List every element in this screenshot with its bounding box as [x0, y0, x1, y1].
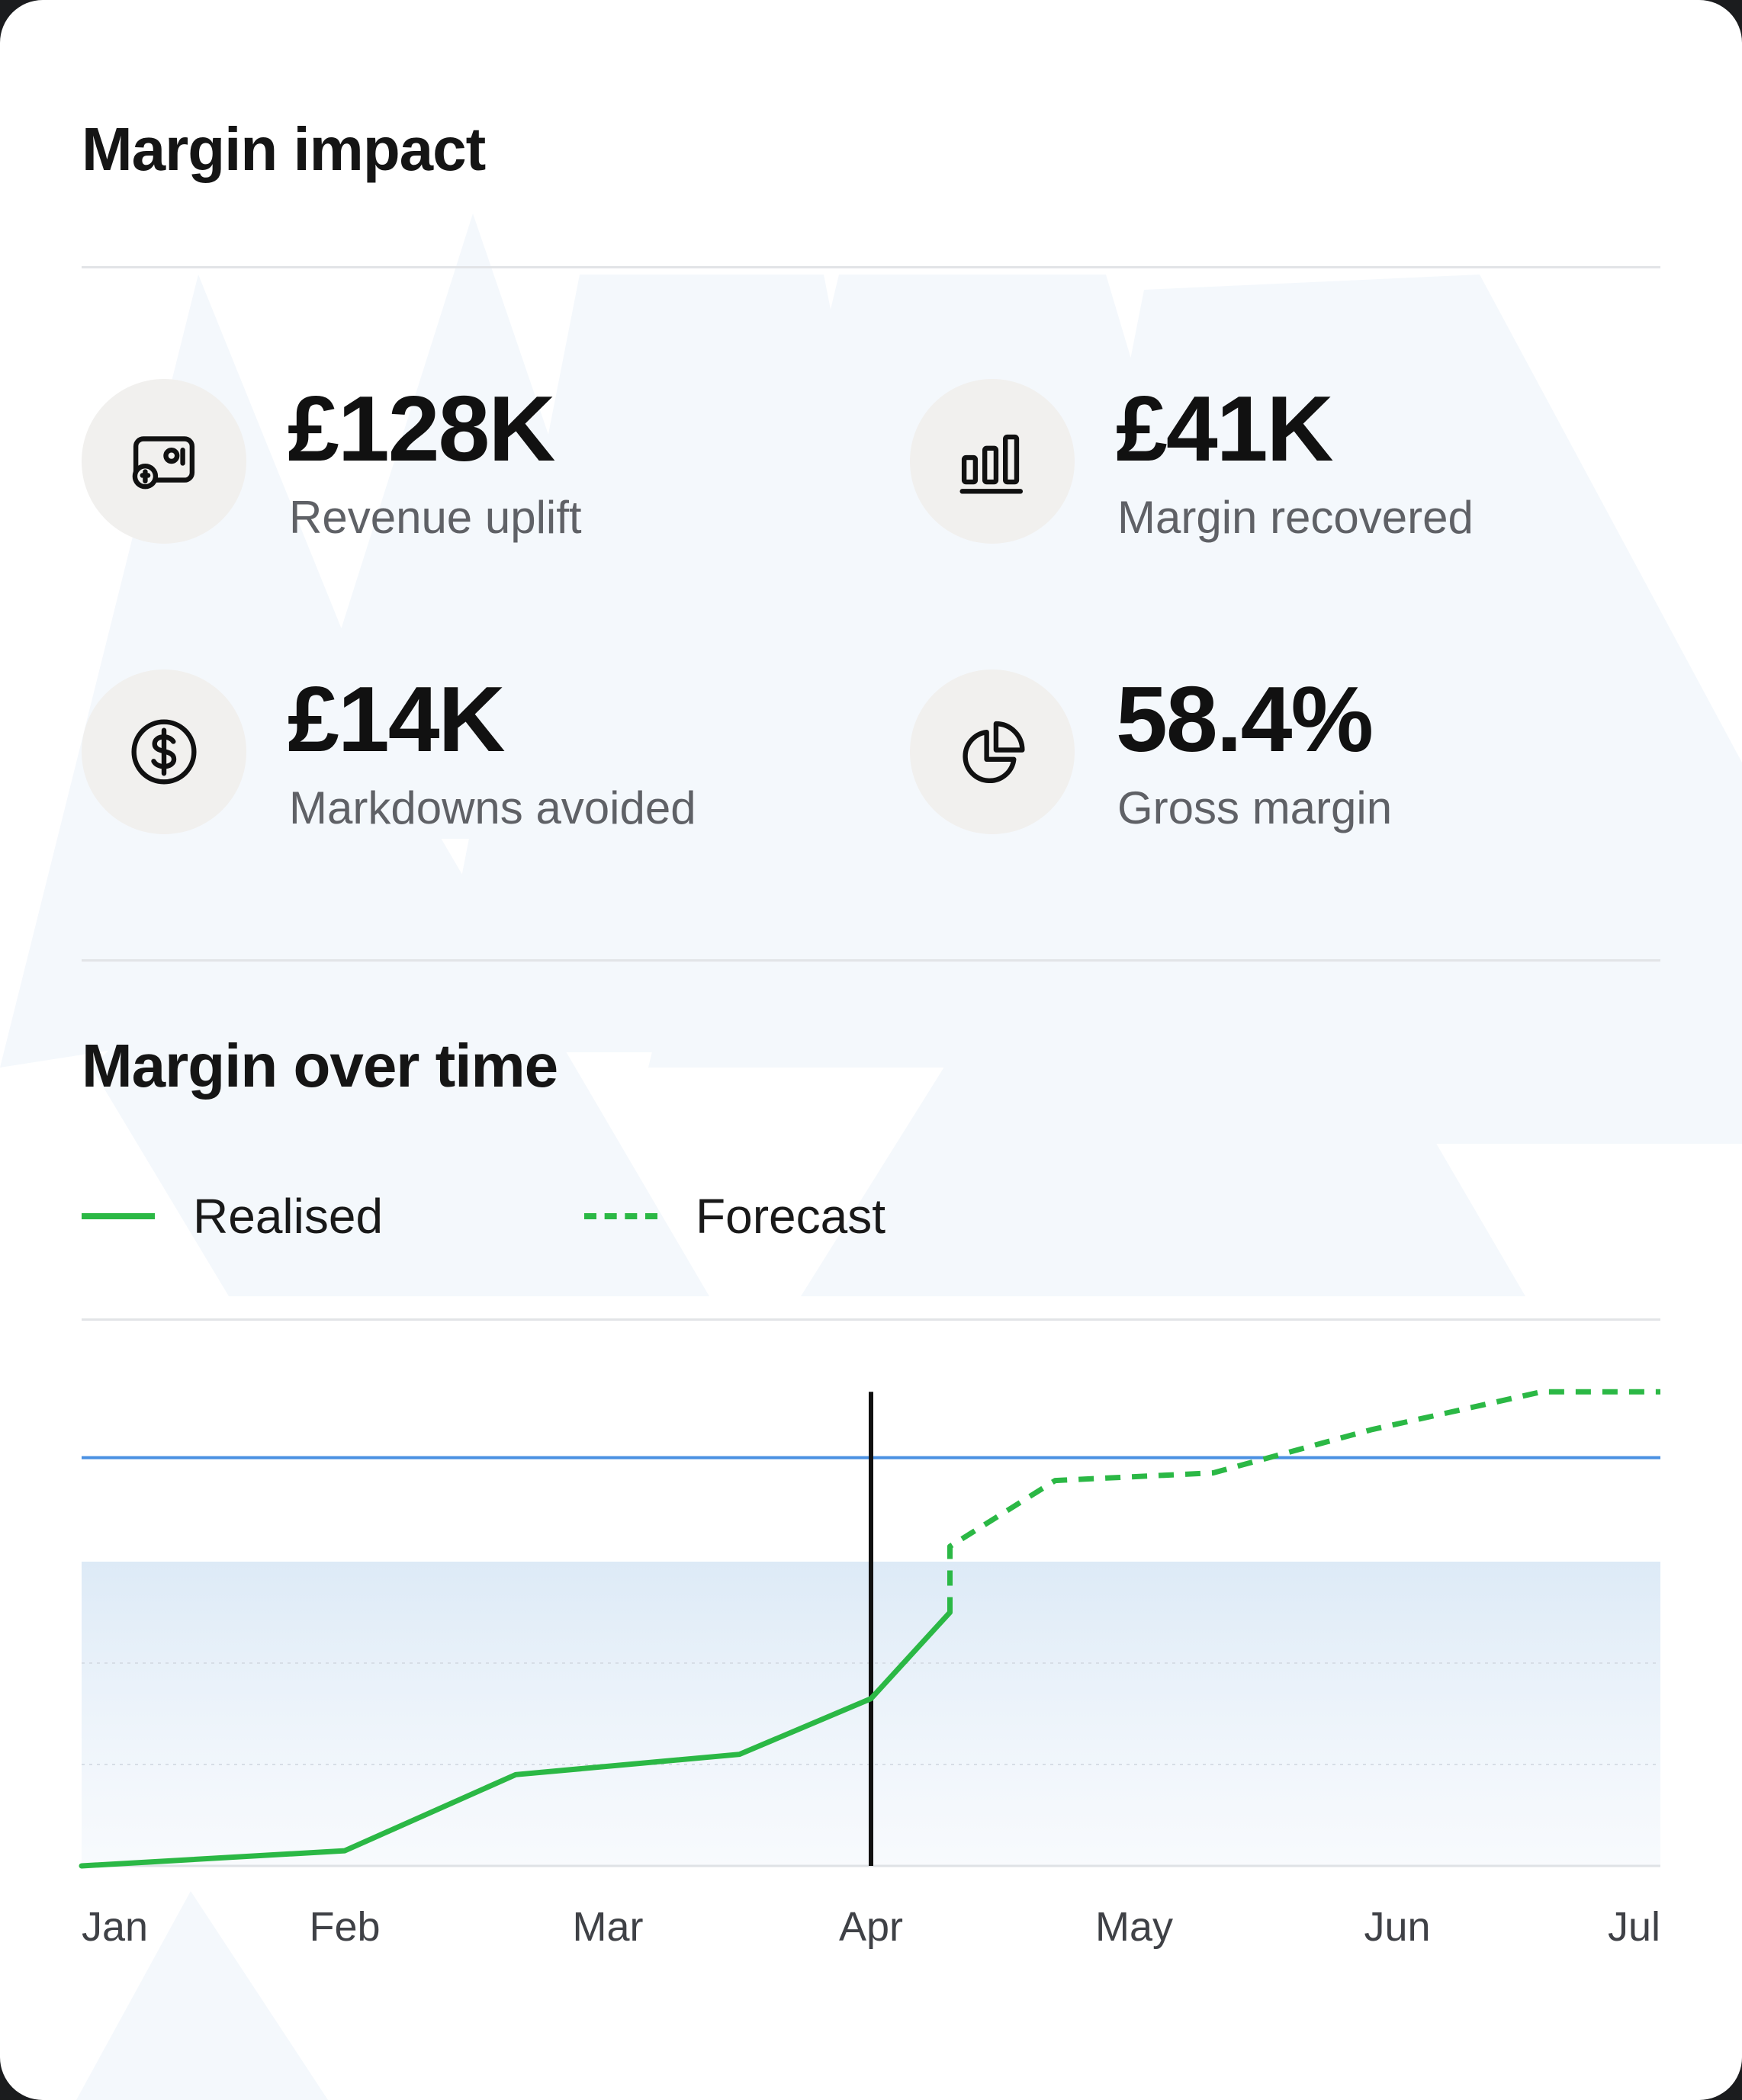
stat-label: Markdowns avoided	[289, 782, 696, 833]
stat-value: £128K	[288, 377, 556, 480]
stat-label: Gross margin	[1117, 782, 1393, 833]
stats-divider	[82, 959, 1660, 962]
stat-gross-margin: 58.4% Gross margin	[910, 669, 1673, 845]
legend-swatch-solid	[82, 1213, 155, 1219]
title-divider	[82, 266, 1660, 268]
x-tick-label: Mar	[573, 1904, 644, 1950]
legend-label: Forecast	[696, 1189, 885, 1244]
x-tick-label: Jun	[1364, 1904, 1430, 1950]
card-title: Margin impact	[82, 115, 486, 183]
x-tick-label: Apr	[839, 1904, 903, 1950]
legend-realised: Realised	[82, 1186, 383, 1247]
x-tick-label: May	[1095, 1904, 1173, 1950]
chart-title: Margin over time	[82, 1032, 558, 1100]
series-line-forecast	[947, 1389, 1660, 1613]
pie-chart-icon	[910, 669, 1075, 834]
legend-swatch-dashed	[584, 1213, 657, 1219]
stat-markdowns-avoided: £14K Markdowns avoided	[82, 669, 844, 845]
x-tick-label: Jul	[1608, 1904, 1660, 1950]
series-line-realised	[79, 1610, 953, 1869]
stat-label: Margin recovered	[1117, 492, 1474, 543]
bar-chart-icon	[910, 379, 1075, 544]
x-tick-label: Jan	[82, 1904, 148, 1950]
stat-margin-recovered: £41K Margin recovered	[910, 379, 1673, 554]
stat-value: 58.4%	[1116, 667, 1374, 771]
legend-label: Realised	[193, 1189, 384, 1244]
x-tick-label: Feb	[309, 1904, 380, 1950]
stat-value: £14K	[288, 667, 506, 771]
stat-label: Revenue uplift	[289, 492, 582, 543]
stat-value: £41K	[1116, 377, 1334, 480]
legend-forecast: Forecast	[584, 1186, 885, 1247]
stat-revenue-uplift: £128K Revenue uplift	[82, 379, 844, 554]
legend-divider	[82, 1318, 1660, 1321]
dollar-coin-icon	[82, 669, 246, 834]
wallet-coin-icon	[82, 379, 246, 544]
